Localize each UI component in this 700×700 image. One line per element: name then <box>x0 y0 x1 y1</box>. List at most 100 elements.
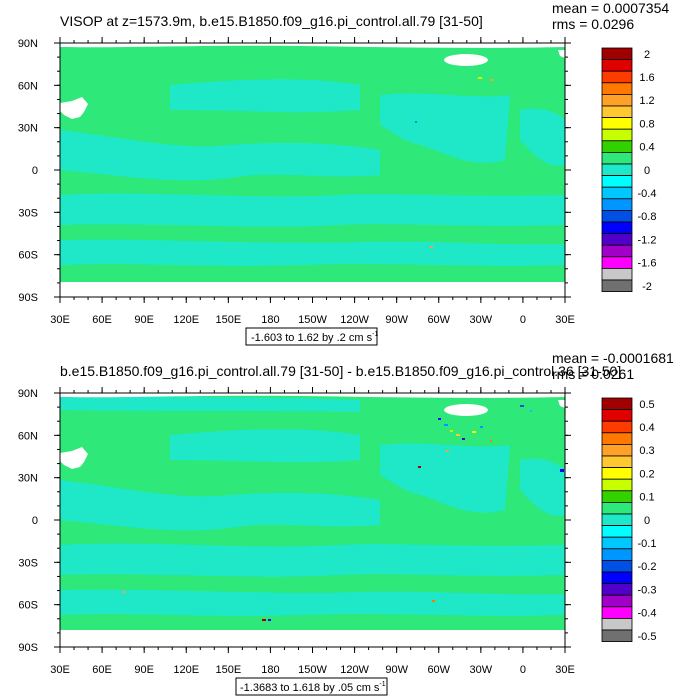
x-tick-label: 90W <box>385 314 408 326</box>
y-tick-label: 90S <box>18 292 38 304</box>
colorbar-label: -2 <box>642 281 652 293</box>
colorbar-label: -1.6 <box>638 258 657 270</box>
y-tick-label: 60N <box>18 430 38 442</box>
range-box: -1.3683 to 1.618 by .05 cm s-1 <box>235 677 388 696</box>
map-plot <box>60 43 565 297</box>
map-plot <box>60 393 565 647</box>
colorbar-swatch <box>601 501 633 515</box>
colorbar-swatch <box>601 560 633 573</box>
colorbar-label: -0.8 <box>638 211 657 223</box>
colorbar-swatch <box>601 397 633 411</box>
colorbar-label: 1.2 <box>639 95 654 107</box>
colorbar-swatch <box>601 629 633 643</box>
colorbar-label: 0.8 <box>639 118 654 130</box>
colorbar-label: -0.1 <box>638 538 657 550</box>
colorbar-label: -0.4 <box>638 608 657 620</box>
land-masses <box>60 43 565 297</box>
y-tick-label: 90N <box>18 38 38 50</box>
x-tick-label: 0 <box>520 314 526 326</box>
colorbar: 2 1.6 1.2 0.8 0.4 0 -0.4 -0.8 -1.2 -1.6 -2 <box>601 47 657 293</box>
colorbar-swatch <box>601 198 633 211</box>
x-tick-label: 30E <box>555 314 575 326</box>
colorbar-swatch <box>601 583 633 596</box>
colorbar-swatch <box>601 432 633 445</box>
colorbar-swatch <box>601 47 633 61</box>
y-tick-label: 60N <box>18 80 38 92</box>
rms-stat: rms = 0.0261 <box>552 366 634 382</box>
colorbar: 0.5 0.4 0.3 0.2 0.1 0 -0.1 -0.2 -0.3 -0.4 -0.5 <box>601 397 657 643</box>
land-patch-west <box>60 97 88 119</box>
colorbar-swatch <box>601 409 633 422</box>
colorbar-label: 0.5 <box>639 399 654 411</box>
colorbar-swatch <box>601 490 633 503</box>
colorbar-swatch <box>601 513 633 527</box>
colorbar-swatch <box>601 618 633 631</box>
x-tick-label: 150W <box>298 314 327 326</box>
colorbar-swatch <box>601 221 633 235</box>
x-tick-label: 180 <box>261 314 279 326</box>
x-tick-label: 0 <box>520 664 526 676</box>
colorbar-swatch <box>601 536 633 550</box>
colorbar-swatch <box>601 267 633 281</box>
x-tick-label: 30W <box>470 664 493 676</box>
x-tick-label: 60E <box>92 314 112 326</box>
colorbar-label: 1.6 <box>639 72 654 84</box>
colorbar-label: 0.3 <box>639 445 654 457</box>
colorbar-swatch <box>601 244 633 258</box>
axis-ticks: 30E 60E 90E 120E 150E 180 150W 120W 90W 60W 30W 0 30… <box>18 37 575 326</box>
colorbar-label: 0 <box>644 165 650 177</box>
y-tick-label: 30N <box>18 473 38 485</box>
range-box: -1.603 to 1.62 by .2 cm s-1 <box>245 327 378 346</box>
colorbar-swatch <box>601 455 633 469</box>
colorbar-label: -0.4 <box>638 188 657 200</box>
y-tick-label: 0 <box>32 515 38 527</box>
colorbar-swatch <box>601 548 633 561</box>
colorbar-swatch <box>601 186 633 200</box>
colorbar-label: -0.3 <box>638 584 657 596</box>
colorbar-swatch <box>601 420 633 434</box>
x-tick-label: 30W <box>470 314 493 326</box>
y-tick-label: 60S <box>18 600 38 612</box>
x-tick-label: 60E <box>92 664 112 676</box>
colorbar-label: 0.1 <box>639 492 654 504</box>
colorbar-swatch <box>601 571 633 585</box>
colorbar-swatch <box>601 163 633 177</box>
low-value-region <box>60 79 565 266</box>
range-label: -1.603 to 1.62 by .2 cm s-1 <box>251 331 378 344</box>
y-tick-label: 90S <box>18 642 38 654</box>
colorbar-swatch <box>601 525 633 538</box>
colorbar-swatch <box>601 94 633 107</box>
colorbar-label: 2 <box>644 49 650 61</box>
y-tick-label: 0 <box>32 165 38 177</box>
x-tick-label: 90E <box>134 314 154 326</box>
colorbar-swatch <box>601 175 633 188</box>
colorbar-swatch <box>601 594 633 608</box>
land-patch-east <box>558 400 565 408</box>
y-tick-label: 90N <box>18 388 38 400</box>
colorbar-swatch <box>601 606 633 619</box>
x-tick-label: 60W <box>427 314 450 326</box>
colorbar-label: -0.5 <box>638 631 657 643</box>
y-tick-label: 30N <box>18 123 38 135</box>
colorbar-swatch <box>601 256 633 269</box>
x-tick-label: 180 <box>261 664 279 676</box>
colorbar-swatch <box>601 443 633 457</box>
land-patch-west <box>60 447 88 469</box>
panel-title: b.e15.B1850.f09_g16.pi_control.all.79 [3… <box>60 363 621 379</box>
x-tick-label: 150E <box>215 664 241 676</box>
x-tick-label: 90E <box>134 664 154 676</box>
range-label: -1.3683 to 1.618 by .05 cm s-1 <box>240 681 386 694</box>
y-tick-label: 60S <box>18 250 38 262</box>
panel-top: VISOP at z=1573.9m, b.e15.B1850.f09_g16.… <box>18 0 669 346</box>
colorbar-label: 0 <box>644 515 650 527</box>
colorbar-swatch <box>601 128 633 142</box>
x-tick-label: 120W <box>340 314 369 326</box>
axis-ticks: 30E 60E 90E 120E 150E 180 150W 120W 90W 60W 30W 0 30… <box>18 387 575 676</box>
land-masses <box>60 393 565 647</box>
land-patch-east <box>558 50 565 58</box>
colorbar-swatch <box>601 117 633 130</box>
arctic-edge <box>60 393 565 398</box>
rms-stat: rms = 0.0296 <box>552 16 634 32</box>
x-tick-label: 30E <box>50 664 70 676</box>
